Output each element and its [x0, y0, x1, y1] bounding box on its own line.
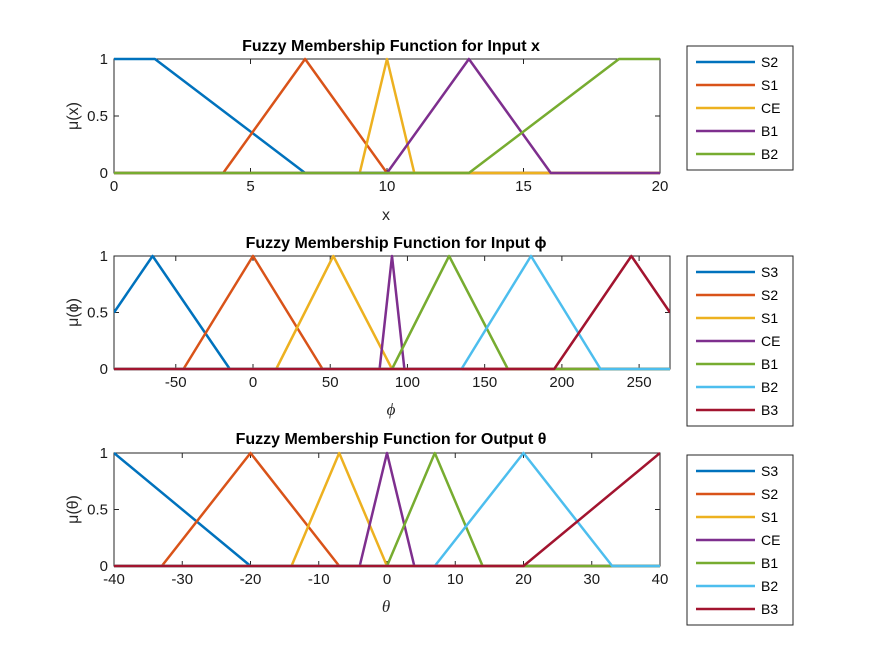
x-tick-label: -50	[165, 374, 187, 391]
x-tick-label: 30	[583, 571, 600, 588]
x-tick-label: 5	[246, 178, 254, 195]
y-axis-label: μ(ϕ)	[65, 298, 82, 327]
y-axis-label: μ(x)	[65, 102, 82, 130]
y-tick-label: 0	[100, 165, 108, 182]
y-tick-label: 1	[100, 51, 108, 68]
legend-label-s1: S1	[761, 310, 778, 326]
legend-label-b2: B2	[761, 379, 778, 395]
legend-label-ce: CE	[761, 532, 780, 548]
subplot-3: -40 -30 -20 -10 0 10 20 30 40 0 0.5 1 Fuzzy Membersh…	[65, 431, 794, 626]
plot-area	[113, 255, 671, 370]
legend-label-b1: B1	[761, 356, 778, 372]
chart-title: Fuzzy Membership Function for Input ϕ	[246, 235, 547, 252]
legend-label-b1: B1	[761, 123, 778, 139]
y-tick-label: 1	[100, 445, 108, 462]
x-tick-label: 100	[395, 374, 420, 391]
legend-label-s2: S2	[761, 486, 778, 502]
y-axis-label: μ(θ)	[65, 495, 82, 524]
x-tick-label: -20	[240, 571, 262, 588]
x-axis-label: x	[382, 207, 390, 224]
y-tick-label: 1	[100, 248, 108, 265]
legend-label-b2: B2	[761, 578, 778, 594]
series-line-b3	[114, 254, 670, 371]
x-tick-label: 150	[472, 374, 497, 391]
x-tick-label: -30	[171, 571, 193, 588]
x-tick-label: 10	[379, 178, 396, 195]
x-tick-label: 10	[447, 571, 464, 588]
legend-label-s2: S2	[761, 54, 778, 70]
legend-label-b3: B3	[761, 601, 778, 617]
x-tick-label: 50	[322, 374, 339, 391]
legend-label-s3: S3	[761, 264, 778, 280]
y-tick-label: 0	[100, 361, 108, 378]
series-line-b3	[114, 452, 660, 568]
legend-label-ce: CE	[761, 100, 780, 116]
x-tick-label: -10	[308, 571, 330, 588]
x-axis-label: ϕ	[387, 400, 396, 419]
legend-label-b1: B1	[761, 555, 778, 571]
series-line-b2	[114, 57, 660, 175]
x-axis-label: θ	[382, 597, 390, 616]
x-tick-label: 0	[249, 374, 257, 391]
x-tick-label: 20	[652, 178, 669, 195]
legend-label-s3: S3	[761, 463, 778, 479]
x-tick-label: 200	[549, 374, 574, 391]
legend: S3 S2 S1 CE B1 B2 B3	[686, 255, 794, 427]
x-tick-label: 250	[627, 374, 652, 391]
x-tick-label: 0	[383, 571, 391, 588]
legend: S3 S2 S1 CE B1 B2 B3	[686, 454, 794, 626]
y-tick-label: 0.5	[87, 305, 108, 322]
legend-label-b2: B2	[761, 146, 778, 162]
legend-label-s2: S2	[761, 287, 778, 303]
plot-area	[113, 452, 661, 567]
y-tick-label: 0	[100, 558, 108, 575]
chart-title: Fuzzy Membership Function for Output θ	[236, 431, 547, 448]
subplot-2: -50 0 50 100 150 200 250 0 0.5 1 Fuzzy Membership …	[65, 235, 794, 427]
x-tick-label: 20	[515, 571, 532, 588]
legend-label-b3: B3	[761, 402, 778, 418]
chart-title: Fuzzy Membership Function for Input x	[242, 38, 540, 55]
x-tick-label: 15	[515, 178, 532, 195]
x-tick-label: -40	[103, 571, 125, 588]
legend-label-ce: CE	[761, 333, 780, 349]
plot-area	[113, 58, 661, 174]
legend: S2 S1 CE B1 B2	[686, 45, 794, 171]
x-tick-label: 0	[110, 178, 118, 195]
x-tick-label: 40	[652, 571, 669, 588]
legend-label-s1: S1	[761, 77, 778, 93]
legend-label-s1: S1	[761, 509, 778, 525]
y-tick-label: 0.5	[87, 502, 108, 519]
subplot-1: 0 5 10 15 20 0 0.5 1 Fuzzy Membership Function f…	[65, 38, 794, 224]
y-tick-label: 0.5	[87, 108, 108, 125]
